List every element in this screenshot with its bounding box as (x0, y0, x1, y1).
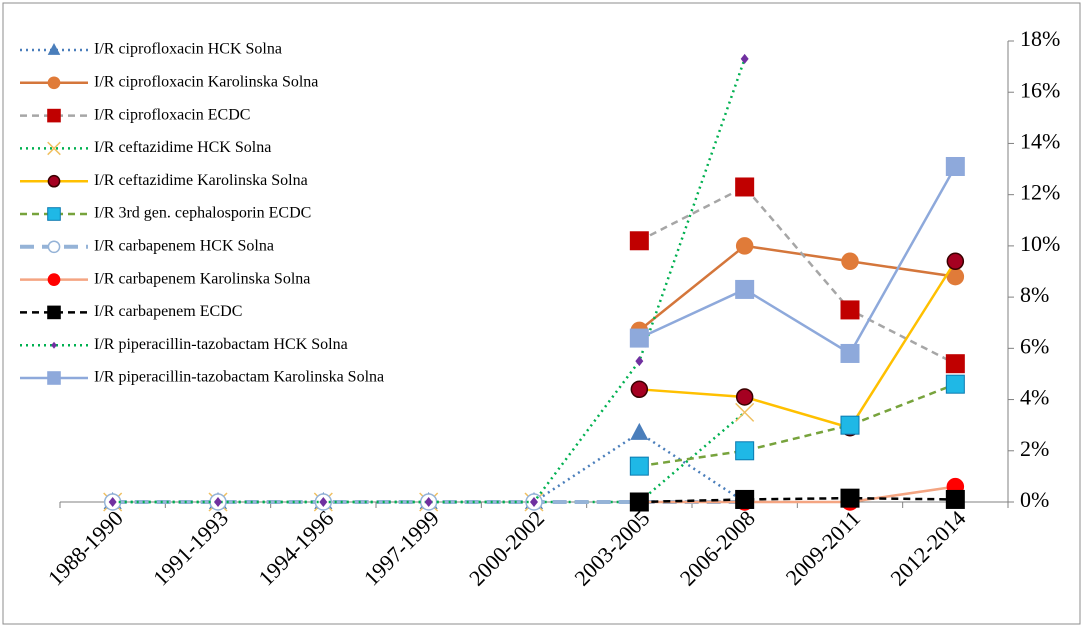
marker (735, 237, 754, 255)
y-tick-label: 0% (1020, 487, 1049, 512)
marker (735, 388, 754, 406)
y-tick-label: 10% (1020, 231, 1060, 256)
legend-label: I/R ciprofloxacin Karolinska Solna (94, 73, 318, 90)
series-line (639, 496, 956, 504)
marker (735, 177, 755, 197)
marker (945, 156, 965, 176)
y-tick-label: 4% (1020, 385, 1049, 410)
series-line (638, 165, 957, 356)
legend-label: I/R ciprofloxacin HCK Solna (94, 41, 282, 58)
marker (629, 492, 649, 512)
legend-label: I/R carbapenem Karolinska Solna (94, 270, 310, 287)
marker (945, 374, 965, 394)
legend-marker (47, 76, 61, 90)
marker (740, 53, 749, 64)
series-line (639, 260, 957, 430)
marker (319, 497, 328, 507)
legend-marker (47, 371, 61, 385)
marker (945, 489, 965, 509)
legend-marker (47, 174, 61, 188)
marker (530, 497, 538, 507)
legend-label: I/R carbapenem ECDC (94, 303, 242, 320)
legend-label: I/R piperacillin-tazobactam HCK Solna (94, 336, 348, 353)
y-tick-label: 18% (1020, 26, 1060, 51)
marker (945, 354, 965, 374)
legend-marker (47, 305, 61, 320)
legend-label: I/R ceftazidime Karolinska Solna (94, 172, 308, 189)
series-line (639, 383, 956, 468)
legend-label: I/R piperacillin-tazobactam Karolinska S… (94, 369, 384, 386)
marker (735, 279, 755, 299)
marker (629, 328, 649, 348)
legend-label: I/R ceftazidime HCK Solna (94, 139, 271, 156)
legend-marker (51, 341, 57, 349)
marker (735, 489, 755, 509)
marker (840, 488, 860, 508)
legend-marker (47, 207, 61, 221)
marker (840, 300, 860, 320)
marker (635, 356, 644, 367)
legend-marker (47, 240, 61, 254)
series-line (638, 185, 956, 365)
marker (841, 252, 859, 271)
y-tick-label: 8% (1020, 282, 1049, 307)
marker (840, 343, 860, 363)
y-tick-label: 14% (1020, 128, 1060, 153)
legend-label: I/R 3rd gen. cephalosporin ECDC (94, 205, 311, 222)
marker (629, 456, 649, 476)
y-tick-label: 2% (1020, 436, 1049, 461)
y-tick-label: 16% (1020, 77, 1060, 102)
marker (735, 402, 755, 422)
marker (630, 422, 649, 440)
marker (108, 497, 117, 507)
marker (735, 441, 755, 461)
marker (424, 497, 433, 507)
marker (946, 252, 965, 271)
marker (840, 415, 860, 435)
legend-marker (47, 141, 61, 156)
marker (214, 497, 222, 507)
legend-marker (47, 108, 61, 123)
marker (629, 231, 649, 251)
legend-marker (47, 273, 61, 286)
legend-marker (47, 43, 61, 55)
marker (630, 380, 649, 399)
y-tick-label: 6% (1020, 333, 1049, 358)
series-line (638, 244, 956, 332)
y-tick-label: 12% (1020, 180, 1060, 205)
legend-label: I/R ciprofloxacin ECDC (94, 106, 250, 123)
legend-label: I/R carbapenem HCK Solna (94, 237, 274, 254)
series-line (639, 485, 956, 504)
